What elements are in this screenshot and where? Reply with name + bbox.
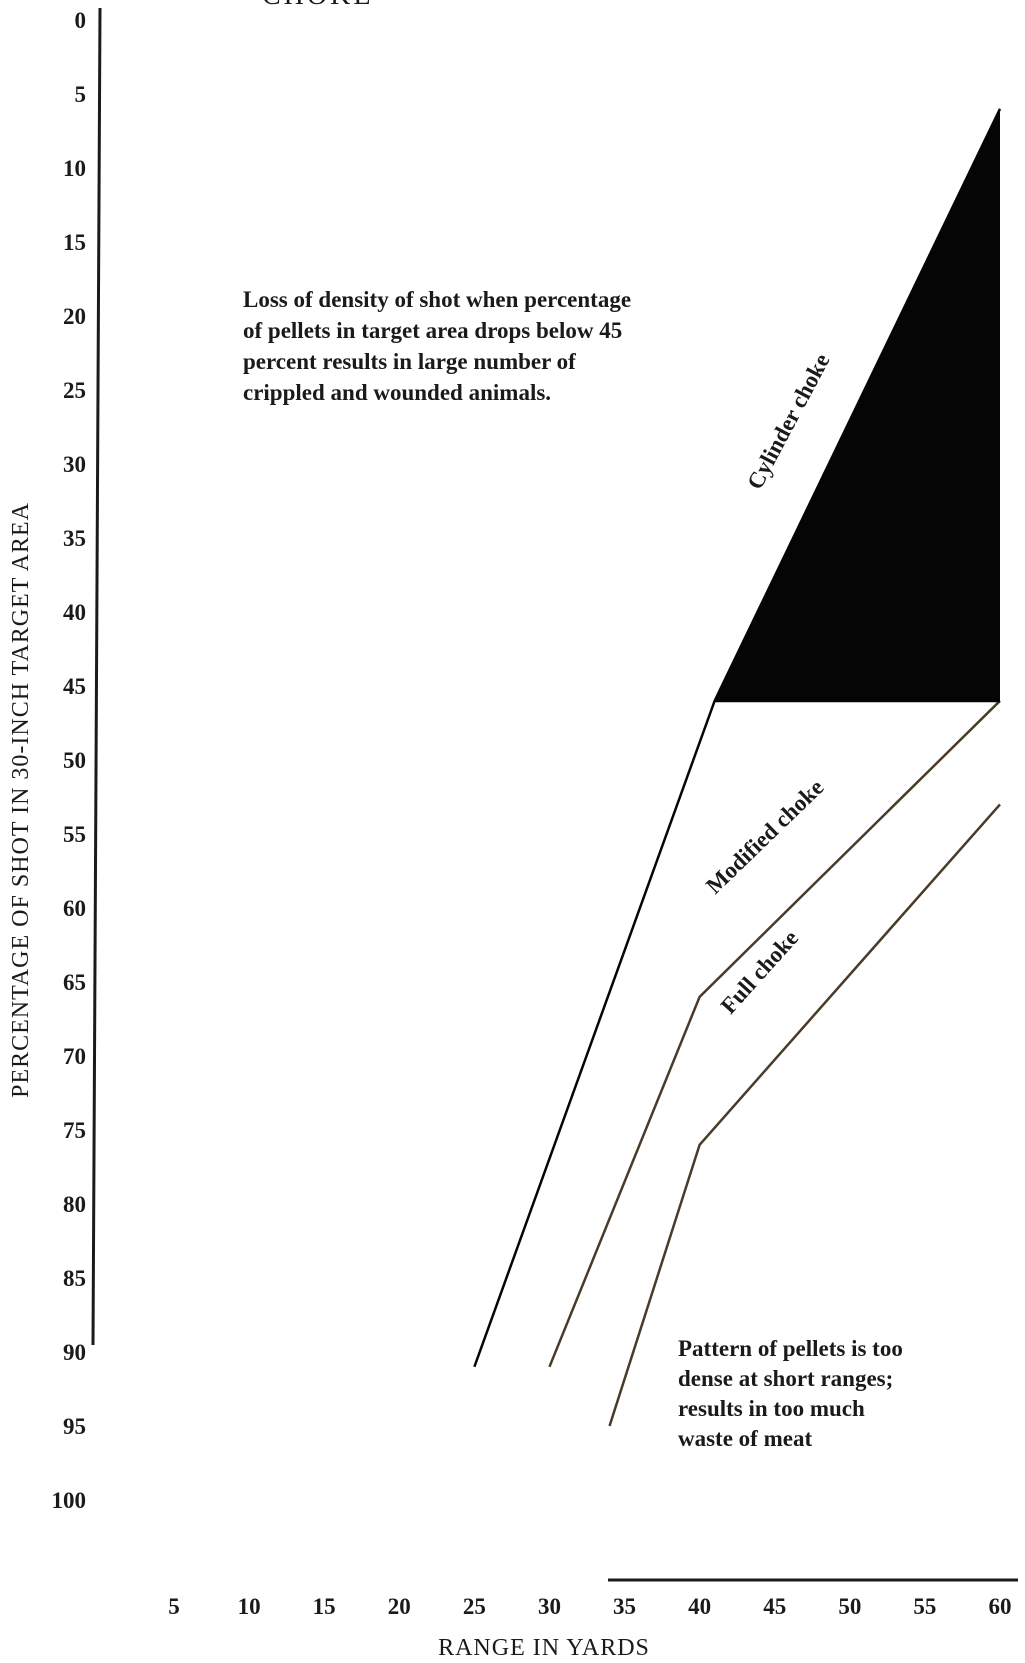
y-tick-label: 0 xyxy=(75,8,87,33)
y-tick-label: 95 xyxy=(63,1414,86,1439)
y-tick-label: 80 xyxy=(63,1192,86,1217)
x-tick-label: 50 xyxy=(838,1594,861,1619)
y-tick-label: 10 xyxy=(63,156,86,181)
x-tick-label: 25 xyxy=(463,1594,486,1619)
y-tick-label: 85 xyxy=(63,1266,86,1291)
annotation-line: percent results in large number of xyxy=(243,349,576,374)
x-tick-label: 10 xyxy=(238,1594,261,1619)
x-tick-label: 15 xyxy=(313,1594,336,1619)
y-tick-label: 90 xyxy=(63,1340,86,1365)
y-tick-label: 45 xyxy=(63,674,86,699)
dense-annotation: Pattern of pellets is too dense at short … xyxy=(678,1336,903,1451)
cylinder-choke-label: Cylinder choke xyxy=(742,350,834,494)
series-line-modified-choke xyxy=(548,699,1001,1368)
annotation-line: Loss of density of shot when percentage xyxy=(243,287,631,312)
x-tick-label: 60 xyxy=(989,1594,1012,1619)
y-tick-label: 25 xyxy=(63,378,86,403)
y-tick-label: 50 xyxy=(63,748,86,773)
x-tick-label: 5 xyxy=(168,1594,180,1619)
y-tick-label: 30 xyxy=(63,452,86,477)
annotation-line: waste of meat xyxy=(678,1426,812,1451)
y-tick-label: 65 xyxy=(63,970,86,995)
y-tick-label: 75 xyxy=(63,1118,86,1143)
y-tick-label: 40 xyxy=(63,600,86,625)
y-tick-label: 70 xyxy=(63,1044,86,1069)
annotation-line: crippled and wounded animals. xyxy=(243,380,551,405)
y-tick-label: 55 xyxy=(63,822,86,847)
x-tick-label: 35 xyxy=(613,1594,636,1619)
x-tick-labels: 5 10 15 20 25 30 35 40 45 50 55 60 xyxy=(168,1594,1011,1619)
y-tick-label: 15 xyxy=(63,230,86,255)
x-tick-label: 40 xyxy=(688,1594,711,1619)
series-line-full-choke xyxy=(608,803,1001,1427)
top-fragment-label: CHOKE xyxy=(262,0,373,11)
x-tick-label: 55 xyxy=(913,1594,936,1619)
x-tick-label: 20 xyxy=(388,1594,411,1619)
annotation-line: of pellets in target area drops below 45 xyxy=(243,318,622,343)
y-tick-label: 20 xyxy=(63,304,86,329)
y-tick-label: 60 xyxy=(63,896,86,921)
y-tick-label: 35 xyxy=(63,526,86,551)
x-tick-label: 30 xyxy=(538,1594,561,1619)
y-tick-label: 5 xyxy=(75,82,87,107)
x-axis-title: RANGE IN YARDS xyxy=(438,1635,650,1661)
annotation-line: results in too much xyxy=(678,1396,865,1421)
series-marks xyxy=(473,108,1002,1427)
annotation-line: dense at short ranges; xyxy=(678,1366,893,1391)
y-axis-line xyxy=(91,7,102,1346)
annotation-line: Pattern of pellets is too xyxy=(678,1336,903,1361)
loss-annotation: Loss of density of shot when percentage o… xyxy=(243,287,631,405)
modified-choke-label: Modified choke xyxy=(701,775,828,899)
y-axis-title: PERCENTAGE OF SHOT IN 30-INCH TARGET ARE… xyxy=(8,502,34,1098)
y-tick-labels: 0 5 10 15 20 25 30 35 40 45 50 55 60 65 70 75 80 85 90 95 10… xyxy=(52,8,87,1513)
x-tick-label: 45 xyxy=(763,1594,786,1619)
y-tick-label: 100 xyxy=(52,1488,87,1513)
